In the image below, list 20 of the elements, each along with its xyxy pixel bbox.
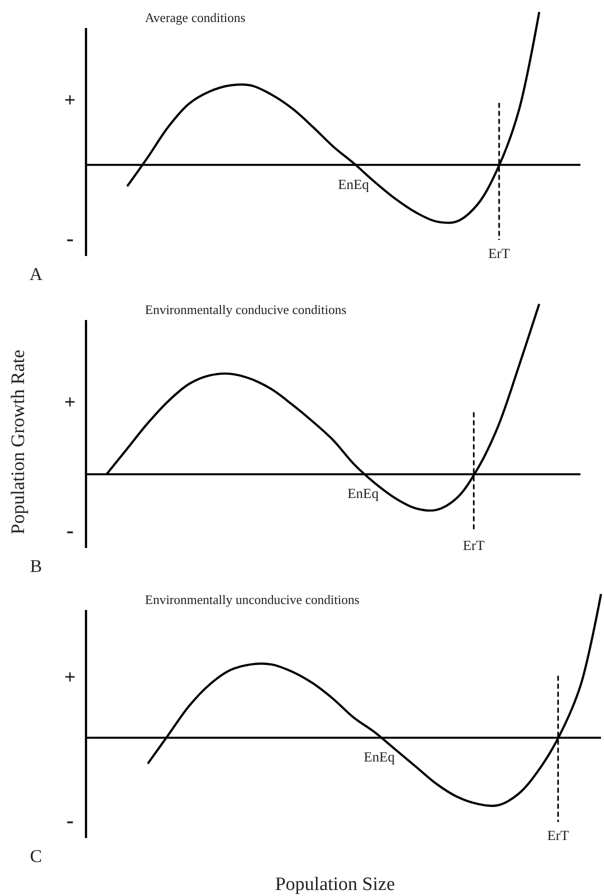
annotation: EnEq	[338, 178, 370, 193]
text: A	[30, 264, 42, 284]
text: +	[64, 392, 76, 414]
text: ErT	[488, 247, 510, 262]
chart-title: Environmentally unconducive conditions	[145, 592, 360, 607]
text: -	[66, 808, 74, 832]
text: B	[30, 556, 42, 576]
chart-title: Average conditions	[145, 10, 246, 25]
x-axis-title: Population Size	[275, 874, 395, 895]
text: -	[66, 518, 74, 542]
annotation: EnEq	[364, 750, 395, 766]
text: ErT	[547, 829, 569, 844]
text: +	[64, 666, 76, 688]
text: -	[66, 226, 74, 250]
chart-title: Environmentally conducive conditions	[145, 302, 346, 317]
text: C	[30, 846, 42, 866]
y-axis-title: Population Growth Rate	[8, 350, 29, 534]
annotation: EnEq	[347, 487, 379, 502]
text: ErT	[462, 539, 485, 554]
text: +	[64, 90, 76, 112]
